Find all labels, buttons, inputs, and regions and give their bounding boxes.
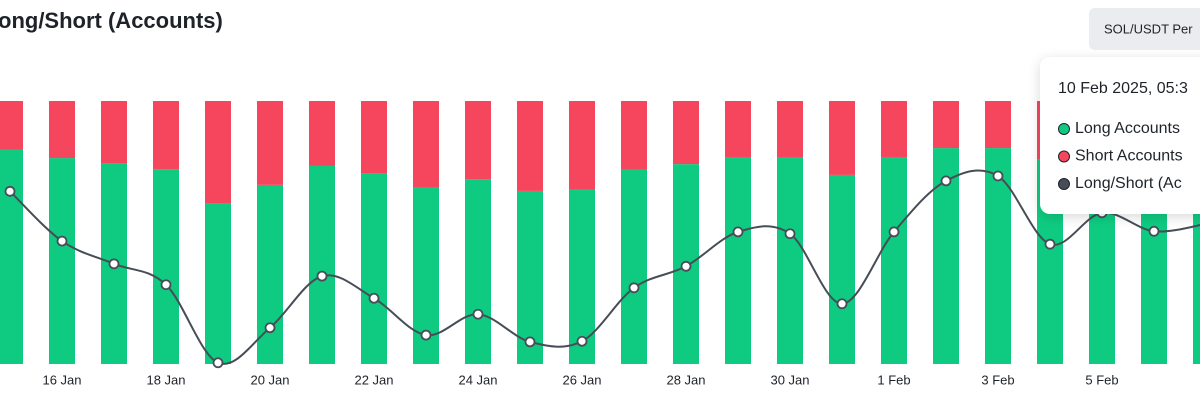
legend-swatch xyxy=(1058,178,1070,190)
bar-segment xyxy=(205,203,231,364)
bar-segment xyxy=(101,101,127,164)
x-tick-label: 30 Jan xyxy=(770,372,809,387)
x-tick-label: 16 Jan xyxy=(42,372,81,387)
x-tick-label: 20 Jan xyxy=(250,372,289,387)
ratio-point xyxy=(264,322,276,334)
bar-segment xyxy=(881,157,907,364)
bar-segment xyxy=(205,101,231,204)
bar-segment xyxy=(829,101,855,175)
legend-label: Long/Short (Ac xyxy=(1075,175,1182,192)
bar-segment xyxy=(257,101,283,185)
bar-segment xyxy=(0,149,23,364)
bar-segment xyxy=(725,101,751,158)
bar-segment xyxy=(49,158,75,364)
x-tick-label: 28 Jan xyxy=(666,372,705,387)
ratio-point xyxy=(160,279,172,291)
bar-segment xyxy=(465,101,491,180)
symbol-selector-text[interactable]: SOL/USDT Per xyxy=(1104,21,1193,36)
x-tick-label: 3 Feb xyxy=(981,372,1014,387)
ratio-point xyxy=(524,336,536,348)
x-tick-label: 1 Feb xyxy=(877,372,910,387)
plot-area xyxy=(0,101,1200,369)
bar-segment xyxy=(49,101,75,159)
ratio-point xyxy=(576,335,588,347)
x-axis: 16 Jan 18 Jan 20 Jan 22 Jan 24 Jan 26 Jan 28 J… xyxy=(42,372,1118,387)
ratio-point xyxy=(836,298,848,310)
bar-segment xyxy=(361,173,387,364)
tooltip: 10 Feb 2025, 05:3 Long Accounts Short Acc… xyxy=(1040,57,1200,214)
ratio-point xyxy=(108,258,120,270)
bar-segment xyxy=(881,101,907,158)
tooltip-title: 10 Feb 2025, 05:3 xyxy=(1058,80,1188,97)
symbol-selector[interactable] xyxy=(1089,8,1200,50)
bar-segment xyxy=(413,101,439,188)
ratio-point xyxy=(316,270,328,282)
bar-segment xyxy=(361,101,387,174)
x-tick-label: 26 Jan xyxy=(562,372,601,387)
bar-segment xyxy=(517,101,543,191)
ratio-point xyxy=(940,175,952,187)
legend-label: Short Accounts xyxy=(1075,148,1183,165)
ratio-point xyxy=(732,226,744,238)
legend-swatch xyxy=(1058,123,1070,135)
ratio-point xyxy=(888,226,900,238)
bar-segment xyxy=(153,101,179,170)
ratio-point xyxy=(628,282,640,294)
ratio-point xyxy=(992,170,1004,182)
bar-segment xyxy=(257,184,283,364)
bar-segment xyxy=(1193,155,1200,364)
bar-segment xyxy=(777,101,803,158)
bar-segment xyxy=(0,101,23,150)
x-tick-label: 22 Jan xyxy=(354,372,393,387)
ratio-point xyxy=(368,292,380,304)
bar-segment xyxy=(673,101,699,165)
ratio-point xyxy=(1148,225,1160,237)
ratio-point xyxy=(1044,238,1056,250)
bar-segment xyxy=(569,101,595,190)
legend-swatch xyxy=(1058,150,1070,163)
bar-segment xyxy=(621,101,647,170)
bar-segment xyxy=(777,157,803,364)
ratio-point xyxy=(420,329,432,341)
legend-label: Long Accounts xyxy=(1075,120,1180,137)
ratio-line xyxy=(9,169,1200,365)
bar-segment xyxy=(517,190,543,364)
bar-segment xyxy=(933,101,959,149)
bar-segment xyxy=(153,169,179,364)
x-tick-label: 5 Feb xyxy=(1085,372,1118,387)
bar-segment xyxy=(465,179,491,364)
ratio-point xyxy=(56,235,68,247)
bar-segment xyxy=(309,101,335,166)
bar-segment xyxy=(309,165,335,364)
bar-segment xyxy=(985,101,1011,149)
bar-segment xyxy=(621,169,647,364)
bar-segment xyxy=(829,174,855,364)
ratio-point xyxy=(680,260,692,272)
ratio-point xyxy=(784,228,796,240)
tooltip-box xyxy=(1040,57,1200,214)
ratio-point xyxy=(4,185,16,197)
chart-title: ong/Short (Accounts) xyxy=(0,8,223,33)
x-tick-label: 18 Jan xyxy=(146,372,185,387)
ratio-point xyxy=(472,308,484,320)
x-tick-label: 24 Jan xyxy=(458,372,497,387)
bar-segment xyxy=(725,157,751,364)
ratio-point xyxy=(212,357,224,369)
